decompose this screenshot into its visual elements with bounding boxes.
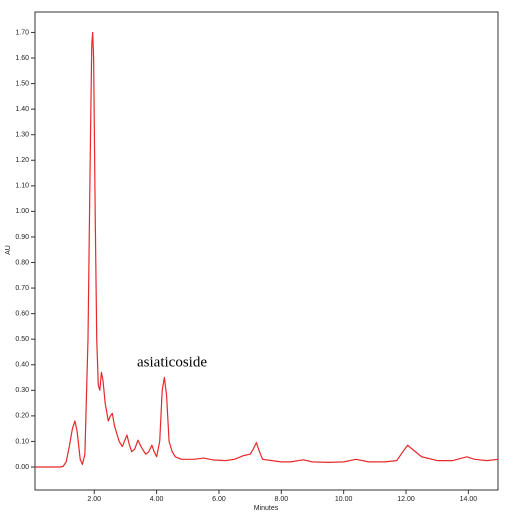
x-tick-label: 4.00 xyxy=(150,496,164,503)
y-tick-label: 0.40 xyxy=(15,362,29,369)
y-tick-label: 0.90 xyxy=(15,234,29,241)
y-tick-label: 1.30 xyxy=(15,132,29,139)
y-tick-label: 1.70 xyxy=(15,29,29,36)
x-tick-label: 6.00 xyxy=(212,496,226,503)
y-tick-label: 0.50 xyxy=(15,336,29,343)
annotation: asiaticoside xyxy=(137,354,207,370)
y-tick-label: 0.10 xyxy=(15,438,29,445)
x-tick-label: 10.00 xyxy=(335,496,353,503)
x-tick-label: 12.00 xyxy=(397,496,415,503)
x-tick-label: 8.00 xyxy=(274,496,288,503)
y-tick-label: 0.80 xyxy=(15,259,29,266)
y-tick-label: 0.30 xyxy=(15,387,29,394)
x-tick-label: 2.00 xyxy=(87,496,101,503)
x-axis-label: Minutes xyxy=(254,505,279,512)
x-tick-label: 14.00 xyxy=(460,496,478,503)
y-tick-label: 1.40 xyxy=(15,106,29,113)
y-tick-label: 0.00 xyxy=(15,464,29,471)
y-tick-label: 1.60 xyxy=(15,55,29,62)
y-tick-label: 1.20 xyxy=(15,157,29,164)
y-tick-label: 1.00 xyxy=(15,208,29,215)
y-tick-label: 0.60 xyxy=(15,310,29,317)
y-tick-label: 0.20 xyxy=(15,413,29,420)
trace-line xyxy=(35,31,499,468)
y-tick-label: 1.50 xyxy=(15,80,29,87)
y-axis-label: AU xyxy=(5,245,12,255)
y-tick-label: 1.10 xyxy=(15,183,29,190)
y-tick-label: 0.70 xyxy=(15,285,29,292)
plot-frame xyxy=(34,11,499,491)
